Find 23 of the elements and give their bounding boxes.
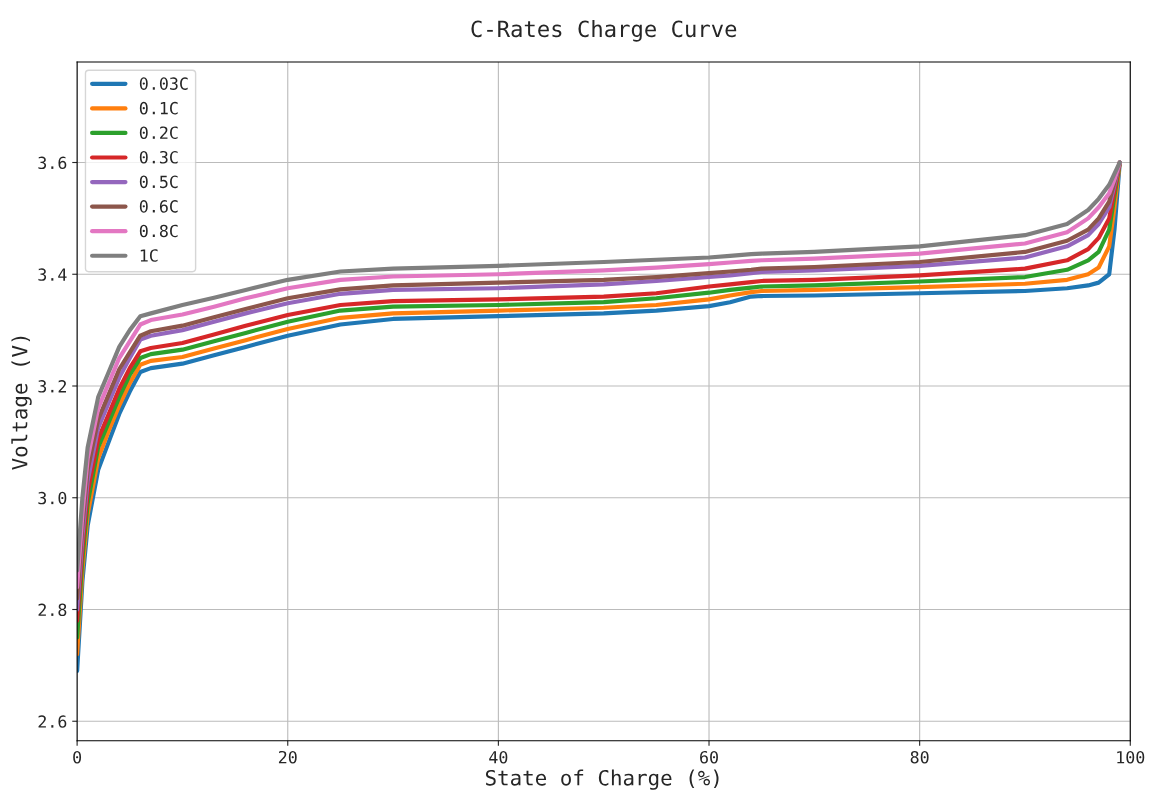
y-tick-label: 2.6: [38, 715, 67, 728]
legend-label: 0.03C: [139, 77, 188, 90]
y-axis-title: Voltage (V): [11, 336, 32, 470]
x-tick-label: 0: [73, 750, 82, 764]
legend-label: 0.6C: [139, 200, 178, 213]
x-tick-label: 100: [1117, 750, 1145, 764]
legend-label: 0.1C: [139, 101, 178, 115]
y-tick-label: 3.0: [38, 491, 67, 505]
legend-label: 0.2C: [139, 126, 178, 140]
legend-label: 0.5C: [139, 175, 178, 189]
y-tick-label: 3.6: [38, 156, 67, 170]
y-tick-label: 3.4: [38, 268, 67, 281]
y-tick-label: 2.8: [38, 603, 67, 617]
chart-title: C-Rates Charge Curve: [471, 20, 737, 42]
x-tick-label: 80: [910, 750, 929, 764]
x-tick-label: 60: [700, 750, 718, 764]
legend-label: 1C: [140, 249, 158, 262]
x-axis-title: State of Charge (%): [485, 769, 719, 790]
legend-label: 0.8C: [139, 224, 178, 238]
legend-label: 0.3C: [139, 150, 178, 164]
y-tick-label: 3.2: [38, 380, 66, 393]
x-tick-label: 40: [489, 750, 508, 764]
x-tick-label: 20: [278, 750, 297, 764]
